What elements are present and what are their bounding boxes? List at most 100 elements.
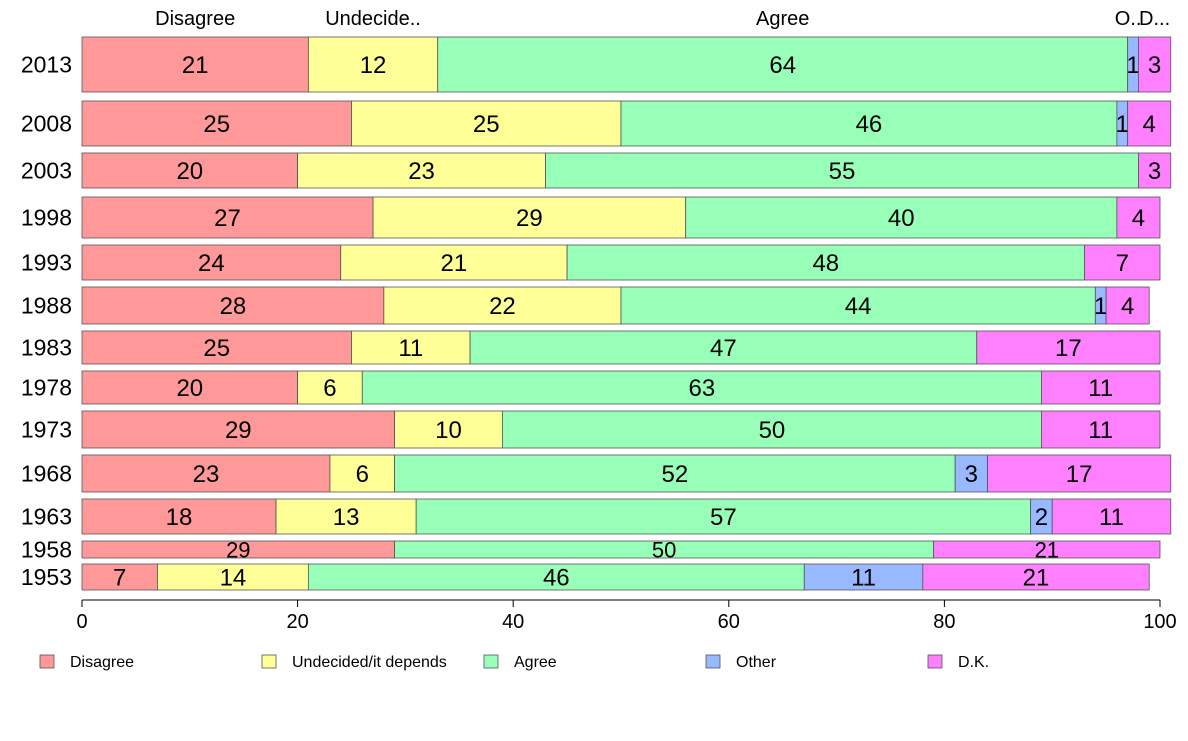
y-tick-label-1983: 1983 [21, 335, 72, 361]
data-label-agree-1963: 57 [710, 504, 737, 531]
legend-label-undecided-it-depends: Undecided/it depends [292, 654, 447, 671]
bar-segment-d-k-1953 [922, 563, 1150, 591]
bar-row-1988: 28 22 44 1 4 [81, 286, 1150, 325]
x-tick-label-40: 40 [502, 611, 524, 633]
data-label-agree-1958: 50 [652, 537, 676, 562]
data-label-disagree-1988: 28 [220, 293, 247, 320]
data-label-d-k-1988: 4 [1121, 293, 1134, 320]
data-label-d-k-1983: 17 [1055, 335, 1082, 362]
bar-row-1968: 23 6 52 3 17 [81, 454, 1172, 493]
bar-segment-disagree-1978 [81, 370, 299, 405]
bar-row-1983: 25 11 47 17 [81, 330, 1161, 365]
bar-segment-d-k-1963 [1051, 498, 1172, 535]
data-label-undecided-it-depends-1968: 6 [356, 461, 369, 488]
data-label-d-k-1968: 17 [1066, 461, 1093, 488]
legend-label-other: Other [736, 654, 777, 671]
y-tick-label-1968: 1968 [21, 461, 72, 487]
data-label-agree-1978: 63 [688, 375, 715, 402]
x-tick-label-80: 80 [933, 611, 955, 633]
data-label-other-1968: 3 [965, 461, 978, 488]
y-tick-label-1998: 1998 [21, 205, 72, 231]
bar-segment-agree-2003 [545, 152, 1139, 189]
bar-row-2013: 21 12 64 1 3 [81, 36, 1172, 93]
data-label-undecided-it-depends-1988: 22 [489, 293, 516, 320]
y-tick-label-2013: 2013 [21, 52, 72, 78]
y-tick-label-1958: 1958 [21, 537, 72, 563]
data-label-disagree-2003: 20 [176, 158, 203, 185]
data-label-d-k-1978: 11 [1088, 375, 1113, 402]
data-label-agree-2013: 64 [769, 52, 796, 79]
legend-item-d-k: D.K. [927, 654, 989, 671]
bar-segment-d-k-2008 [1127, 100, 1172, 147]
data-label-d-k-1998: 4 [1132, 205, 1145, 232]
data-label-disagree-2013: 21 [182, 52, 209, 79]
y-tick-label-1963: 1963 [21, 504, 72, 530]
data-label-agree-1998: 40 [888, 205, 915, 232]
legend-item-agree: Agree [483, 654, 557, 671]
bar-segment-d-k-2003 [1138, 152, 1172, 189]
y-tick-label-2003: 2003 [21, 158, 72, 184]
data-label-d-k-2008: 4 [1143, 111, 1156, 138]
data-label-undecided-it-depends-1973: 10 [435, 417, 462, 444]
bar-segment-agree-1963 [415, 498, 1032, 535]
bar-segment-disagree-1993 [81, 244, 342, 281]
legend-item-undecided-it-depends: Undecided/it depends [261, 654, 447, 671]
bar-segment-undecided-it-depends-2008 [351, 100, 622, 147]
top-header-labels: Disagree Undecide.. Agree O..D... [155, 8, 1170, 30]
bar-segment-d-k-2013 [1138, 36, 1172, 93]
data-label-d-k-1973: 11 [1088, 417, 1113, 444]
data-label-agree-1993: 48 [812, 250, 839, 277]
legend-swatch-undecided-it-depends [261, 654, 277, 669]
bar-row-2003: 20 23 55 3 [81, 152, 1172, 189]
top-label-other: O.. [1115, 8, 1142, 30]
data-label-d-k-2003: 3 [1148, 158, 1161, 185]
bar-row-1973: 29 10 50 11 [81, 410, 1161, 449]
data-label-undecided-it-depends-1998: 29 [516, 205, 543, 232]
data-label-d-k-1958: 21 [1035, 537, 1059, 562]
data-label-d-k-1953: 21 [1023, 565, 1050, 592]
bar-segment-disagree-1953 [81, 563, 158, 591]
bar-segment-undecided-it-depends-2013 [307, 36, 439, 93]
y-tick-label-1988: 1988 [21, 293, 72, 319]
data-label-other-1963: 2 [1035, 504, 1048, 531]
data-label-d-k-1993: 7 [1116, 250, 1129, 277]
bar-segment-undecided-it-depends-1973 [394, 410, 503, 449]
y-tick-label-2008: 2008 [21, 111, 72, 137]
bar-segment-undecided-it-depends-1983 [351, 330, 471, 365]
legend: Disagree Undecided/it depends Agree Other D.… [39, 654, 989, 671]
data-label-disagree-1958: 29 [226, 537, 250, 562]
legend-swatch-other [705, 654, 721, 669]
bar-segment-disagree-1963 [81, 498, 277, 535]
bars-group: 21 12 64 1 325 25 46 1 420 23 55 327 29 40 424 21 48 728 2… [81, 36, 1172, 592]
data-label-agree-2003: 55 [829, 158, 856, 185]
x-tick-label-60: 60 [718, 611, 740, 633]
data-label-agree-1983: 47 [710, 335, 737, 362]
x-tick-label-100: 100 [1143, 611, 1176, 633]
legend-swatch-disagree [39, 654, 55, 669]
bar-segment-undecided-it-depends-1978 [297, 370, 363, 405]
data-label-undecided-it-depends-2013: 12 [360, 52, 387, 79]
data-label-undecided-it-depends-1978: 6 [323, 375, 336, 402]
data-label-disagree-1953: 7 [113, 565, 126, 592]
y-tick-label-1973: 1973 [21, 417, 72, 443]
bar-segment-undecided-it-depends-1968 [329, 454, 396, 493]
bar-segment-d-k-1983 [976, 330, 1161, 365]
data-label-disagree-1998: 27 [214, 205, 241, 232]
data-label-agree-1973: 50 [759, 417, 786, 444]
bar-segment-agree-1993 [566, 244, 1085, 281]
data-label-disagree-1993: 24 [198, 250, 225, 277]
bar-segment-undecided-it-depends-1953 [157, 563, 309, 591]
legend-label-agree: Agree [514, 654, 557, 671]
bar-row-1978: 20 6 63 11 [81, 370, 1161, 405]
data-label-undecided-it-depends-1963: 13 [333, 504, 360, 531]
bar-segment-d-k-1998 [1116, 196, 1161, 239]
data-label-disagree-1963: 18 [166, 504, 193, 531]
data-label-disagree-1978: 20 [176, 375, 203, 402]
bar-segment-agree-1988 [620, 286, 1096, 325]
bar-segment-disagree-2008 [81, 100, 352, 147]
bar-segment-agree-1998 [685, 196, 1118, 239]
bar-segment-agree-1973 [502, 410, 1042, 449]
legend-swatch-agree [483, 654, 499, 669]
bar-row-1958: 29 50 21 [81, 537, 1161, 562]
